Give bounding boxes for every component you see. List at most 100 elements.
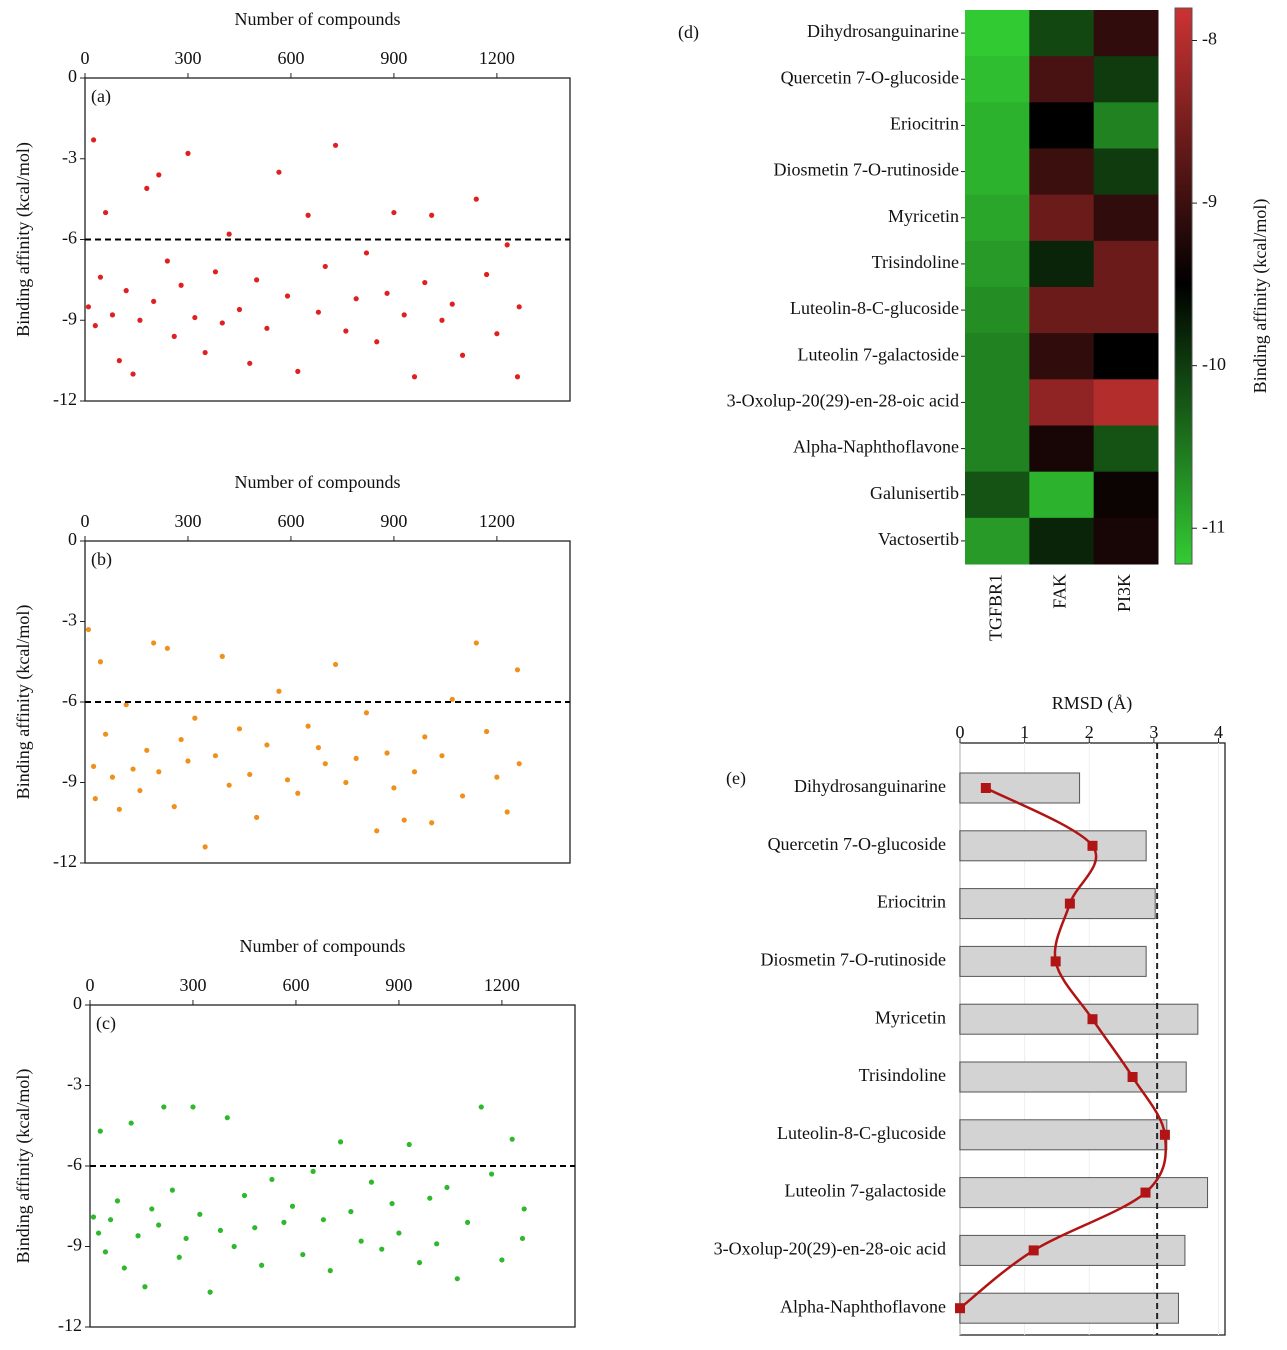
point xyxy=(85,304,92,310)
colorbar-tick-label: -9 xyxy=(1202,191,1217,211)
x-axis-label: RMSD (Å) xyxy=(1052,693,1133,714)
point xyxy=(374,828,380,834)
point xyxy=(259,1262,265,1268)
heatmap-cell xyxy=(1029,56,1095,103)
category-label: Quercetin 7-O-glucoside xyxy=(768,834,946,854)
point xyxy=(135,1233,141,1239)
x-tick-label: 0 xyxy=(86,975,95,995)
point xyxy=(358,1238,364,1244)
point xyxy=(171,804,177,810)
point xyxy=(384,290,390,296)
colorbar-label: Binding affinity (kcal/mol) xyxy=(1250,199,1271,394)
column-label: TGFBR1 xyxy=(985,574,1005,641)
point xyxy=(97,659,104,665)
point xyxy=(284,777,291,783)
point xyxy=(494,331,500,337)
y-tick-label: -9 xyxy=(62,771,77,791)
x-tick-label: 1200 xyxy=(479,48,515,68)
x-tick-label: 900 xyxy=(380,48,407,68)
point xyxy=(449,301,455,307)
y-tick-label: -3 xyxy=(67,1074,82,1094)
y-tick-label: -6 xyxy=(67,1154,82,1174)
y-tick-label: 0 xyxy=(68,529,77,549)
x-axis-label: Number of compounds xyxy=(240,936,406,956)
bar xyxy=(959,1061,1187,1093)
point xyxy=(128,1120,134,1126)
x-tick-label: 0 xyxy=(956,722,965,742)
x-tick-label: 300 xyxy=(174,48,201,68)
heatmap-cell xyxy=(1093,287,1159,334)
point xyxy=(516,761,522,767)
bar xyxy=(959,1234,1186,1266)
y-tick-label: -6 xyxy=(62,690,77,710)
point xyxy=(363,710,370,716)
heatmap-cell xyxy=(965,379,1030,426)
point xyxy=(102,209,109,216)
point xyxy=(406,1141,412,1148)
heatmap-cell xyxy=(965,148,1030,196)
point xyxy=(276,169,282,175)
heatmap-cell xyxy=(965,10,1030,57)
heatmap-cell xyxy=(965,517,1030,565)
point xyxy=(171,333,177,339)
point xyxy=(219,320,225,326)
point xyxy=(488,1171,495,1177)
point xyxy=(95,1230,102,1236)
point xyxy=(151,640,157,646)
point xyxy=(169,1187,175,1193)
heatmap-cell xyxy=(1029,425,1095,473)
line-marker xyxy=(1159,1129,1170,1140)
y-tick-label: -9 xyxy=(62,308,77,328)
point xyxy=(176,1254,182,1260)
x-tick-label: 2 xyxy=(1085,722,1094,742)
heatmap-cell xyxy=(965,102,1030,149)
point xyxy=(473,640,479,646)
point xyxy=(427,1195,433,1201)
point xyxy=(416,1260,423,1266)
point xyxy=(504,809,510,815)
point xyxy=(276,688,282,694)
heatmap-cell xyxy=(1093,194,1159,242)
heatmap-cell xyxy=(1093,517,1159,565)
x-axis-label: Number of compounds xyxy=(235,9,401,29)
x-tick-label: 900 xyxy=(380,511,407,531)
point xyxy=(478,1104,484,1110)
category-label: Trisindoline xyxy=(859,1065,946,1085)
heatmap-cell xyxy=(1029,148,1095,196)
point xyxy=(315,309,322,315)
point xyxy=(434,1241,440,1247)
point xyxy=(300,1251,306,1258)
point xyxy=(197,1211,203,1217)
point xyxy=(92,796,98,802)
heatmap-cell xyxy=(1093,10,1159,57)
panel-label: (d) xyxy=(678,22,699,43)
point xyxy=(504,242,510,248)
point xyxy=(322,761,328,767)
point xyxy=(116,358,122,364)
point xyxy=(107,1217,114,1223)
x-tick-label: 0 xyxy=(81,48,90,68)
point xyxy=(130,766,136,772)
x-tick-label: 4 xyxy=(1214,722,1223,742)
point xyxy=(459,793,466,799)
point xyxy=(521,1206,527,1212)
y-tick-label: 0 xyxy=(73,993,82,1013)
colorbar-tick-label: -11 xyxy=(1202,516,1225,536)
bar xyxy=(959,1003,1199,1035)
point xyxy=(305,212,311,218)
point xyxy=(178,282,184,288)
point xyxy=(411,374,418,380)
point xyxy=(123,288,129,294)
point xyxy=(444,1184,450,1191)
point xyxy=(252,1225,258,1231)
bar xyxy=(959,772,1081,804)
point xyxy=(185,150,191,156)
point xyxy=(295,790,301,796)
point xyxy=(109,312,116,318)
point xyxy=(332,661,339,668)
point xyxy=(254,814,260,820)
row-label: Quercetin 7-O-glucoside xyxy=(781,67,959,87)
point xyxy=(109,774,116,780)
row-label: Luteolin-8-C-glucoside xyxy=(790,298,959,318)
bar xyxy=(959,1119,1168,1151)
